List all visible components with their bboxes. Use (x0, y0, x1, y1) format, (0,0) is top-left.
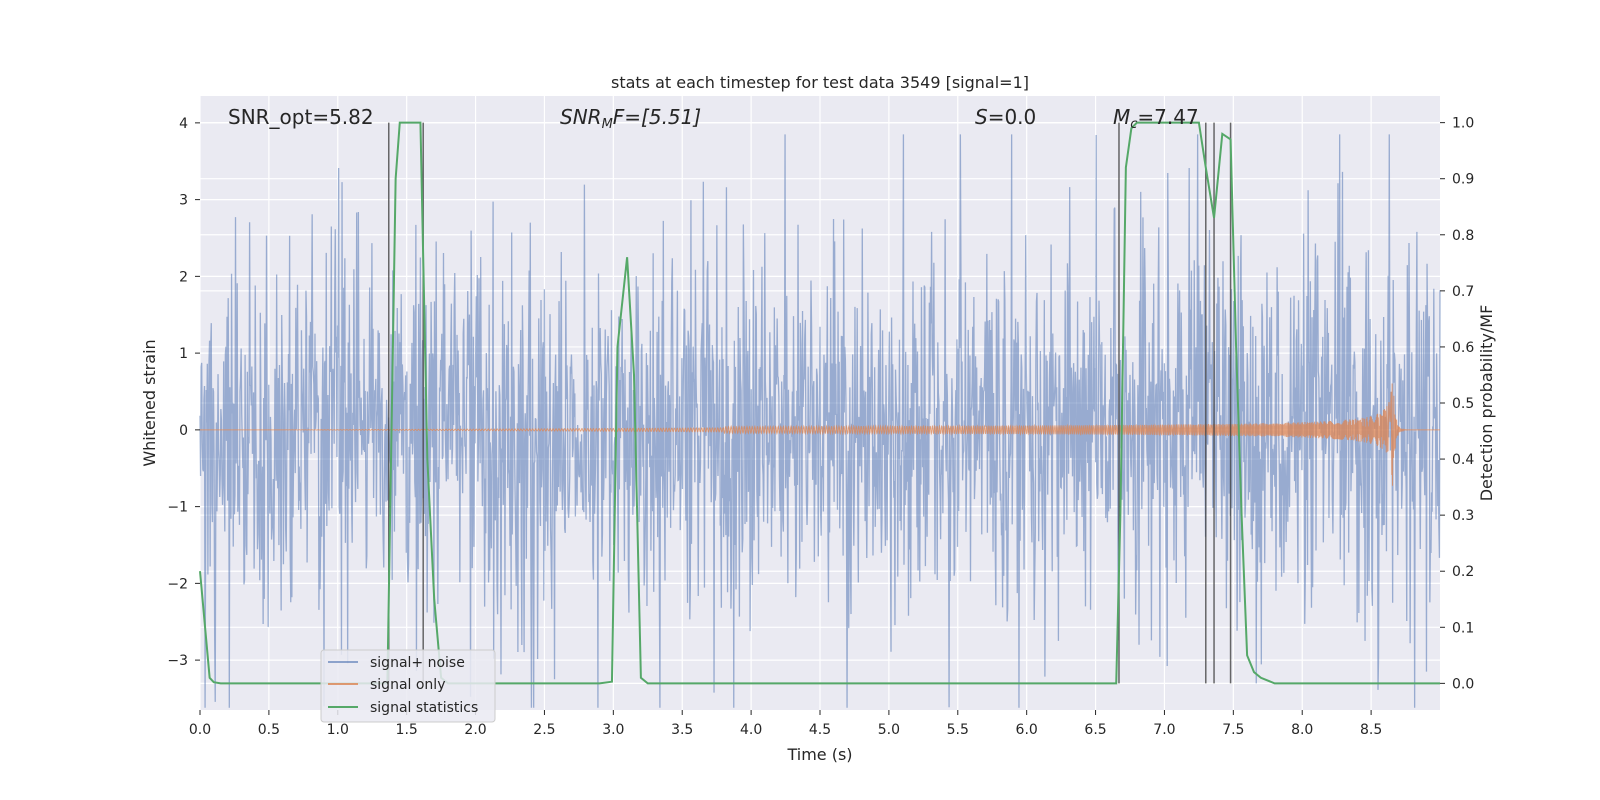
y-tick-label-right: 0.2 (1452, 564, 1474, 580)
x-tick-label: 8.5 (1360, 722, 1382, 738)
y-tick-label-right: 0.1 (1452, 620, 1474, 636)
y-tick-label-right: 0.6 (1452, 340, 1474, 356)
annotation-mc-sub: c (1130, 117, 1137, 132)
y-tick-label-right: 0.9 (1452, 172, 1474, 188)
signal-noise-line (199, 134, 1441, 708)
y-tick-label-right: 1.0 (1452, 116, 1474, 132)
x-axis-label: Time (s) (786, 745, 852, 764)
annotation-snr-mf-rest: F=[5.51] (613, 105, 701, 129)
y-tick-label-left: −1 (167, 500, 188, 516)
annotation-s: S=0.0 (975, 105, 1036, 129)
x-tick-label: 4.0 (740, 722, 762, 738)
x-tick-label: 3.5 (671, 722, 693, 738)
series-signal-only (200, 383, 1440, 486)
x-tick-label: 2.5 (533, 722, 555, 738)
y-tick-label-left: −2 (167, 576, 188, 592)
x-tick-label: 2.0 (464, 722, 486, 738)
legend-entry-signal-statistics: signal statistics (370, 700, 478, 716)
series-signal-statistics (199, 121, 1440, 685)
y-tick-label-right: 0.8 (1452, 228, 1474, 244)
y-tick-label-left: 4 (179, 116, 188, 132)
x-tick-label: 8.0 (1291, 722, 1313, 738)
x-tick-label: 6.5 (1084, 722, 1106, 738)
x-tick-label: 5.5 (947, 722, 969, 738)
x-tick-label: 1.5 (396, 722, 418, 738)
signal-only-line (200, 383, 1440, 486)
y-axis-label-right: Detection probability/MF (1477, 305, 1496, 502)
y-tick-label-right: 0.7 (1452, 284, 1474, 300)
annotation-s-var: S (975, 105, 988, 129)
y-tick-label-left: −3 (167, 653, 188, 669)
annotation-snr-mf-main: SNR (560, 105, 602, 129)
legend-box (320, 649, 496, 723)
y-tick-label-left: 2 (179, 269, 188, 285)
signal-statistics-line (199, 121, 1440, 685)
x-tick-label: 0.0 (189, 722, 211, 738)
legend-entry-signal-noise: signal+ noise (370, 655, 465, 671)
annotation-s-rest: =0.0 (988, 105, 1037, 129)
annotation-snr-mf: SNRMF=[5.51] (560, 105, 701, 132)
legend-entry-signal-only: signal only (370, 677, 445, 693)
chart-title: stats at each timestep for test data 354… (611, 73, 1029, 92)
x-tick-label: 0.5 (258, 722, 280, 738)
y-tick-label-left: 3 (179, 193, 188, 209)
x-tick-label: 4.5 (809, 722, 831, 738)
y-tick-label-right: 0.4 (1452, 452, 1474, 468)
x-tick-label: 6.0 (1016, 722, 1038, 738)
annotation-snr-opt: SNR_opt=5.82 (228, 105, 374, 129)
y-tick-label-left: 0 (179, 423, 188, 439)
x-tick-label: 7.5 (1222, 722, 1244, 738)
annotation-mc: Mc=7.47 (1113, 105, 1199, 132)
y-tick-label-right: 0.5 (1452, 396, 1474, 412)
x-tick-label: 7.0 (1153, 722, 1175, 738)
y-tick-label-left: 1 (179, 346, 188, 362)
y-tick-label-right: 0.3 (1452, 508, 1474, 524)
annotation-mc-rest: =7.47 (1137, 105, 1198, 129)
series-signal-noise (199, 134, 1441, 708)
y-tick-label-right: 0.0 (1452, 676, 1474, 692)
x-tick-label: 5.0 (878, 722, 900, 738)
ticks: 0.0 0.5 1.0 1.5 2.0 2.5 3.0 3.5 4.0 4.5 5.0 5.5 6.0 6… (167, 116, 1474, 738)
annotation-mc-var: M (1113, 105, 1130, 129)
y-axis-label-left: Whitened strain (140, 339, 159, 466)
x-tick-label: 1.0 (327, 722, 349, 738)
x-tick-label: 3.0 (602, 722, 624, 738)
annotation-snr-mf-sub: M (602, 117, 613, 132)
legend: signal+ noise signal only signal statist… (320, 649, 496, 723)
